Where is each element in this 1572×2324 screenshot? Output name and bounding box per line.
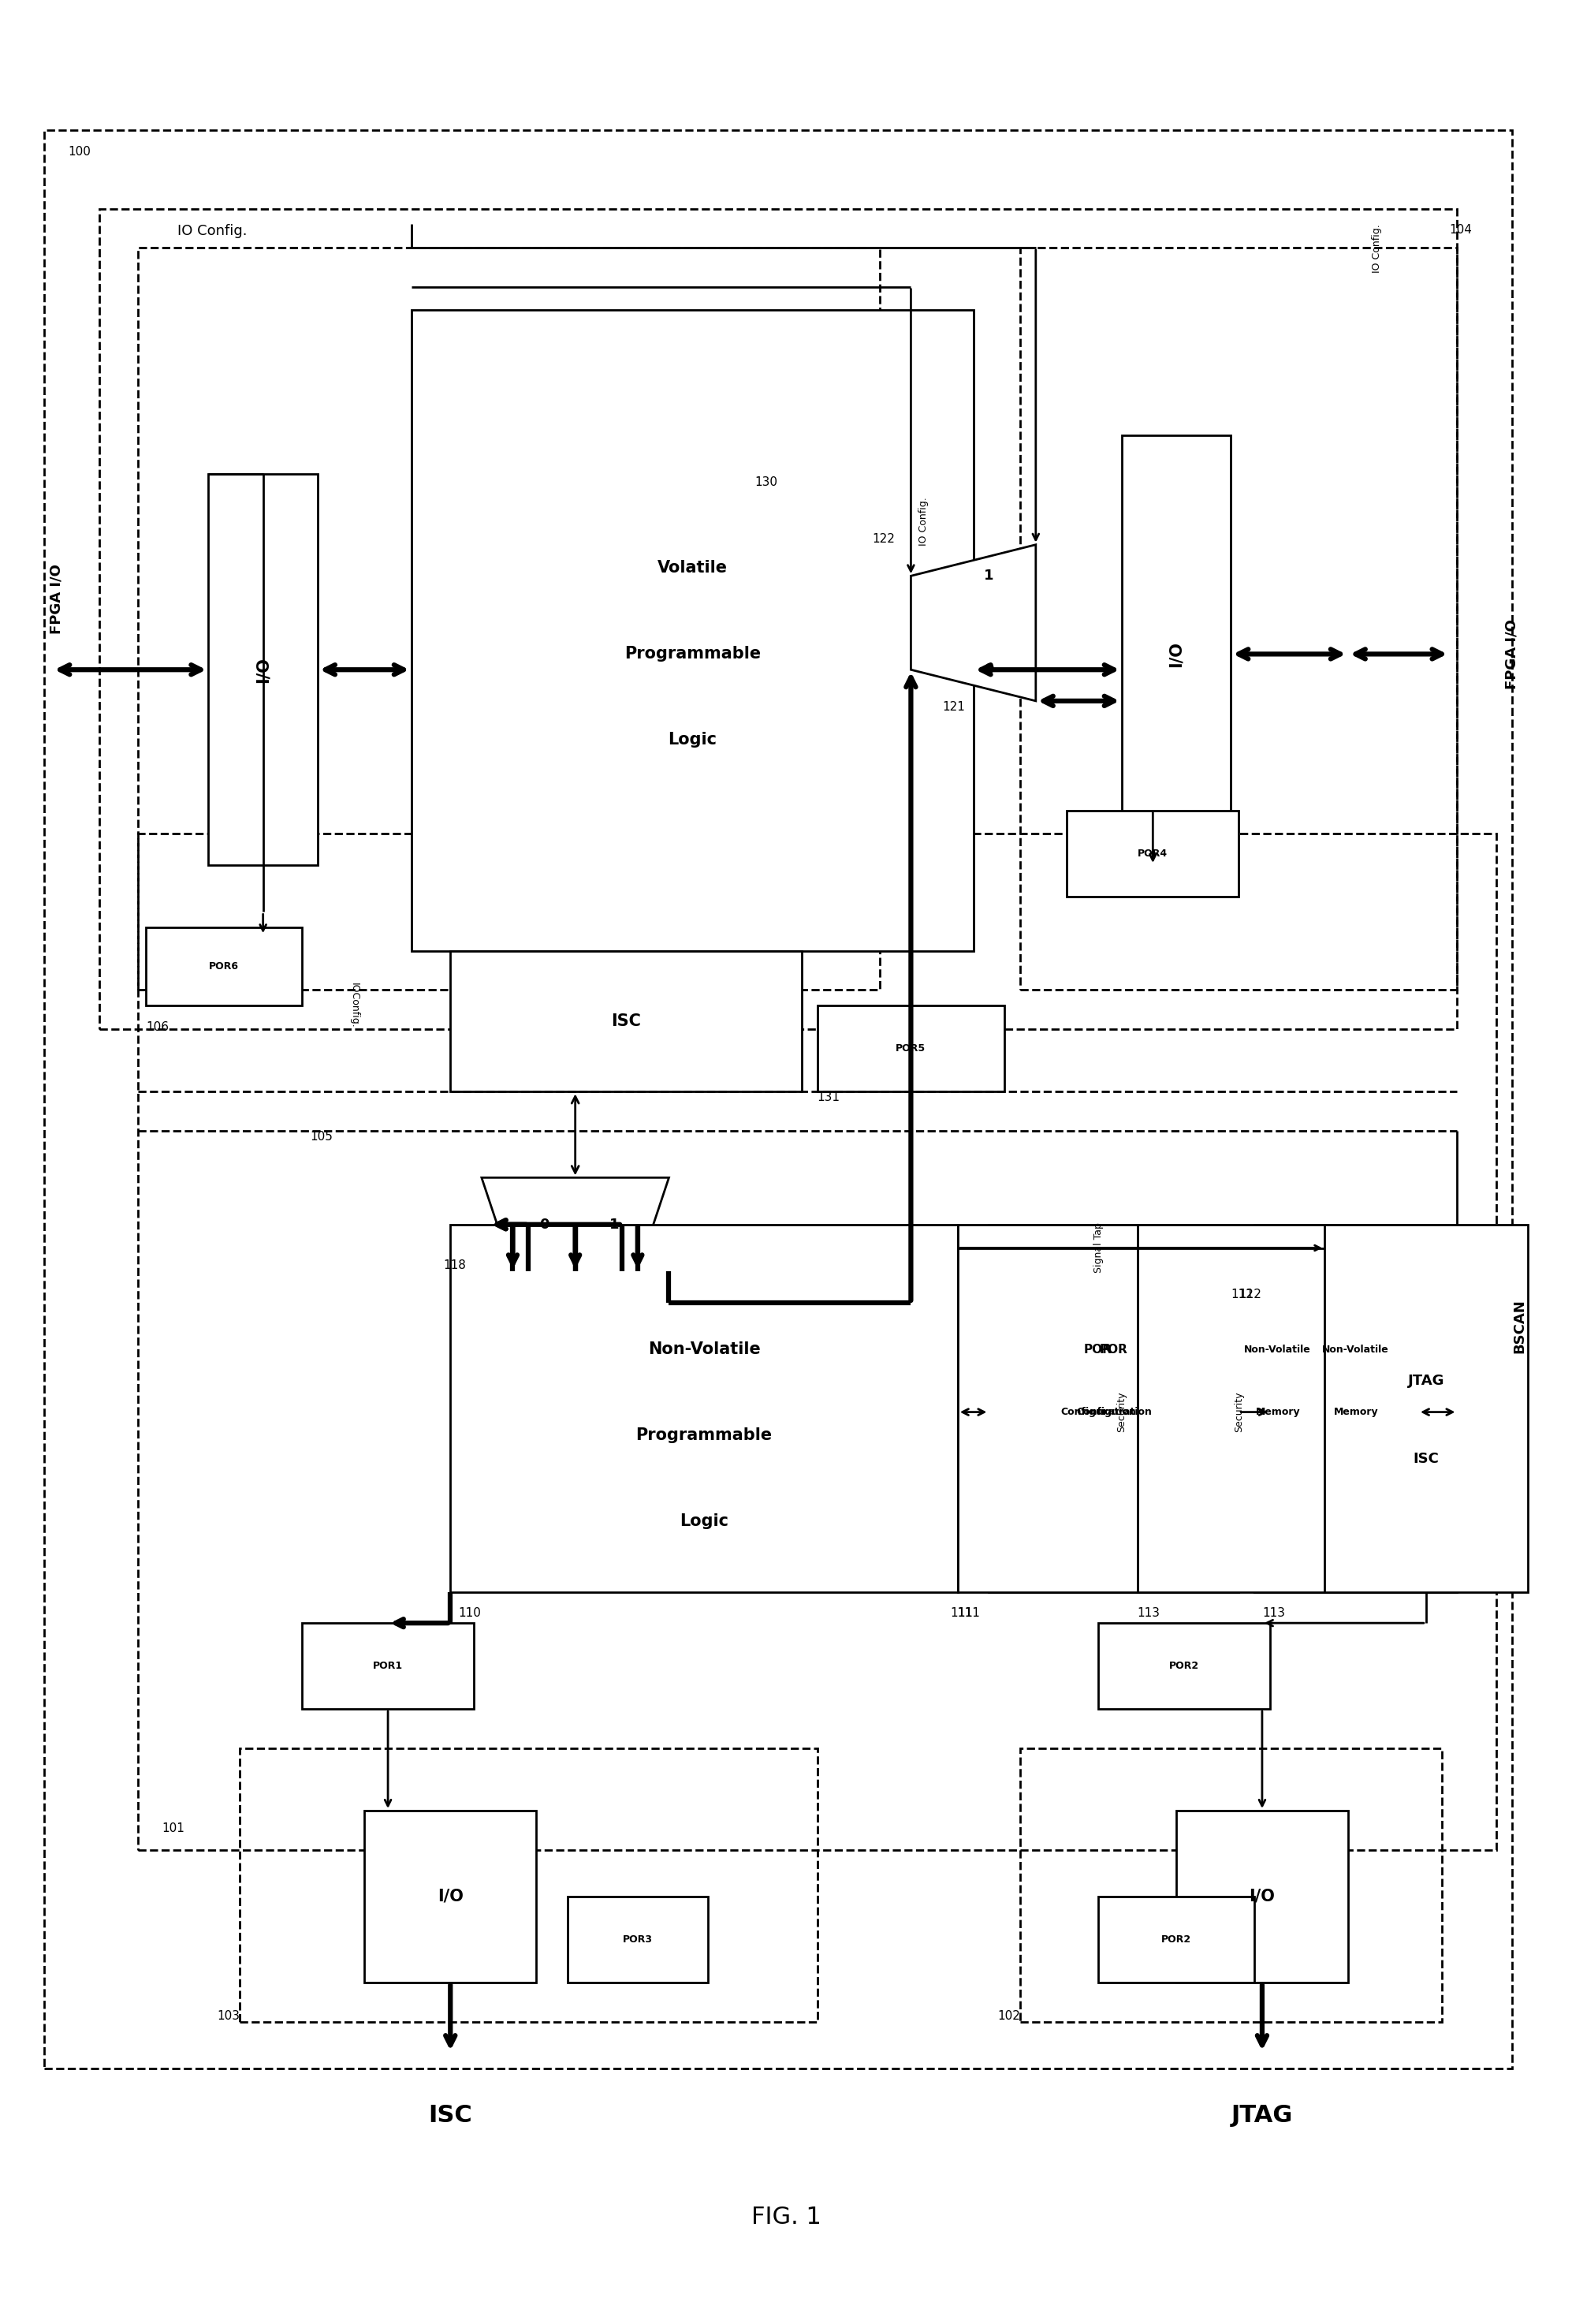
Bar: [1020, 249, 1457, 990]
Text: FPGA I/O: FPGA I/O: [1504, 618, 1519, 690]
Text: Configuration: Configuration: [1075, 1406, 1152, 1418]
Bar: [957, 1225, 1239, 1592]
Bar: [146, 927, 302, 1006]
Bar: [239, 1748, 817, 2022]
Bar: [1099, 1896, 1254, 1982]
Text: 1: 1: [610, 1218, 619, 1232]
Bar: [450, 1225, 957, 1592]
Text: Logic: Logic: [668, 732, 717, 748]
Bar: [1254, 1225, 1457, 1592]
Text: I/O: I/O: [1168, 641, 1184, 667]
Bar: [1122, 435, 1231, 865]
Text: 106: 106: [146, 1020, 168, 1034]
Text: POR6: POR6: [209, 962, 239, 971]
Text: 111: 111: [951, 1608, 973, 1620]
Text: FIG. 1: FIG. 1: [751, 2205, 821, 2229]
Text: Programmable: Programmable: [624, 646, 761, 662]
Bar: [302, 1622, 473, 1708]
Text: Security: Security: [1116, 1392, 1127, 1432]
Polygon shape: [910, 544, 1036, 702]
Text: Signal Tap: Signal Tap: [1093, 1222, 1104, 1274]
Text: POR2: POR2: [1170, 1662, 1199, 1671]
Text: Configuration: Configuration: [1061, 1406, 1137, 1418]
Text: Non-Volatile: Non-Volatile: [648, 1341, 761, 1357]
Text: Logic: Logic: [679, 1513, 728, 1529]
Text: Memory: Memory: [1333, 1406, 1379, 1418]
Text: POR3: POR3: [623, 1934, 652, 1945]
Text: 100: 100: [68, 146, 91, 158]
Text: 122: 122: [872, 532, 896, 544]
Text: I/O: I/O: [1250, 1889, 1275, 1903]
Text: 1: 1: [984, 569, 994, 583]
Bar: [365, 1810, 536, 1982]
Bar: [567, 1896, 707, 1982]
Text: 102: 102: [997, 2010, 1020, 2022]
Text: IO Config.: IO Config.: [1371, 225, 1382, 272]
Bar: [1254, 1225, 1457, 1592]
Bar: [1325, 1225, 1528, 1592]
Bar: [1099, 1622, 1270, 1708]
Text: Volatile: Volatile: [657, 560, 728, 576]
Text: I/O: I/O: [255, 658, 270, 683]
Text: IO Config.: IO Config.: [178, 225, 247, 239]
Bar: [1176, 1810, 1347, 1982]
Text: 101: 101: [162, 1822, 184, 1834]
Text: Non-Volatile: Non-Volatile: [1322, 1343, 1390, 1355]
Text: IO Config.: IO Config.: [918, 497, 929, 546]
Text: ISC: ISC: [1413, 1452, 1438, 1466]
Text: 111: 111: [957, 1608, 981, 1620]
Text: FPGA I/O: FPGA I/O: [49, 565, 63, 634]
Text: 104: 104: [1449, 225, 1473, 237]
Bar: [817, 1006, 1005, 1092]
Text: JTAG: JTAG: [1407, 1373, 1445, 1387]
Text: 121: 121: [942, 702, 965, 713]
Text: POR1: POR1: [373, 1662, 402, 1671]
Text: 113: 113: [1262, 1608, 1284, 1620]
Text: Memory: Memory: [1256, 1406, 1300, 1418]
Bar: [1137, 1225, 1418, 1592]
Bar: [450, 951, 802, 1092]
Text: 118: 118: [443, 1260, 465, 1271]
Text: 103: 103: [217, 2010, 239, 2022]
Bar: [44, 130, 1512, 2068]
Text: JTAG: JTAG: [1231, 2103, 1294, 2126]
Text: BSCAN: BSCAN: [1512, 1299, 1526, 1353]
Text: 0: 0: [984, 662, 994, 676]
Text: 112: 112: [1231, 1290, 1253, 1301]
Text: POR: POR: [1100, 1343, 1129, 1355]
Polygon shape: [481, 1178, 670, 1271]
Text: 105: 105: [310, 1132, 333, 1143]
Bar: [138, 834, 1497, 1850]
Bar: [1020, 1748, 1442, 2022]
Text: POR5: POR5: [896, 1043, 926, 1053]
Text: ISC: ISC: [612, 1013, 641, 1030]
Bar: [209, 474, 318, 865]
Text: ISC: ISC: [429, 2103, 472, 2126]
Text: Security: Security: [1234, 1392, 1243, 1432]
Text: POR4: POR4: [1138, 848, 1168, 858]
Text: 0: 0: [539, 1218, 549, 1232]
Text: 130: 130: [755, 476, 778, 488]
Bar: [1067, 811, 1239, 897]
Text: POR: POR: [1085, 1343, 1113, 1355]
Bar: [989, 1225, 1239, 1592]
Bar: [99, 209, 1457, 1030]
Text: 131: 131: [817, 1092, 839, 1104]
Bar: [138, 249, 880, 990]
Text: POR2: POR2: [1162, 1934, 1192, 1945]
Bar: [412, 309, 973, 951]
Text: 110: 110: [457, 1608, 481, 1620]
Text: I/O: I/O: [437, 1889, 464, 1903]
Text: 113: 113: [1137, 1608, 1160, 1620]
Text: Non-Volatile: Non-Volatile: [1245, 1343, 1311, 1355]
Text: IOConfig.: IOConfig.: [349, 983, 358, 1030]
Text: 112: 112: [1239, 1290, 1261, 1301]
Text: Programmable: Programmable: [635, 1427, 772, 1443]
